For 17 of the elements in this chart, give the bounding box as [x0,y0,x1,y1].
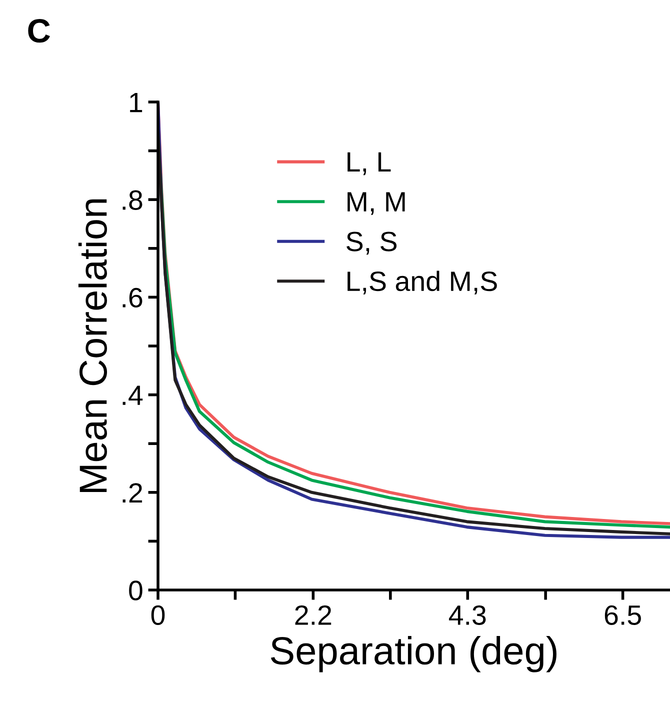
y-tick-label: 1 [130,92,142,112]
legend-label: M, M [348,192,405,215]
legend-label: L,S and M,S [348,270,497,294]
y-tick-label: .6 [122,288,142,308]
x-tick-label: 2.2 [295,605,332,625]
y-tick-label: 0 [129,580,142,600]
x-tick-label: 0 [151,605,165,625]
y-tick-label: .4 [122,386,143,405]
y-tick-label: .2 [122,483,142,502]
y-axis-title: Mean Correlation [78,199,108,492]
x-tick-label: 4.3 [448,605,486,625]
legend-label: L, L [348,152,391,176]
x-tick-label: 6.5 [604,605,641,625]
chart-title: C [28,19,50,43]
legend-label: S, S [346,232,397,255]
x-axis-title: Separation (deg) [270,636,556,672]
y-tick-label: .8 [122,190,142,210]
